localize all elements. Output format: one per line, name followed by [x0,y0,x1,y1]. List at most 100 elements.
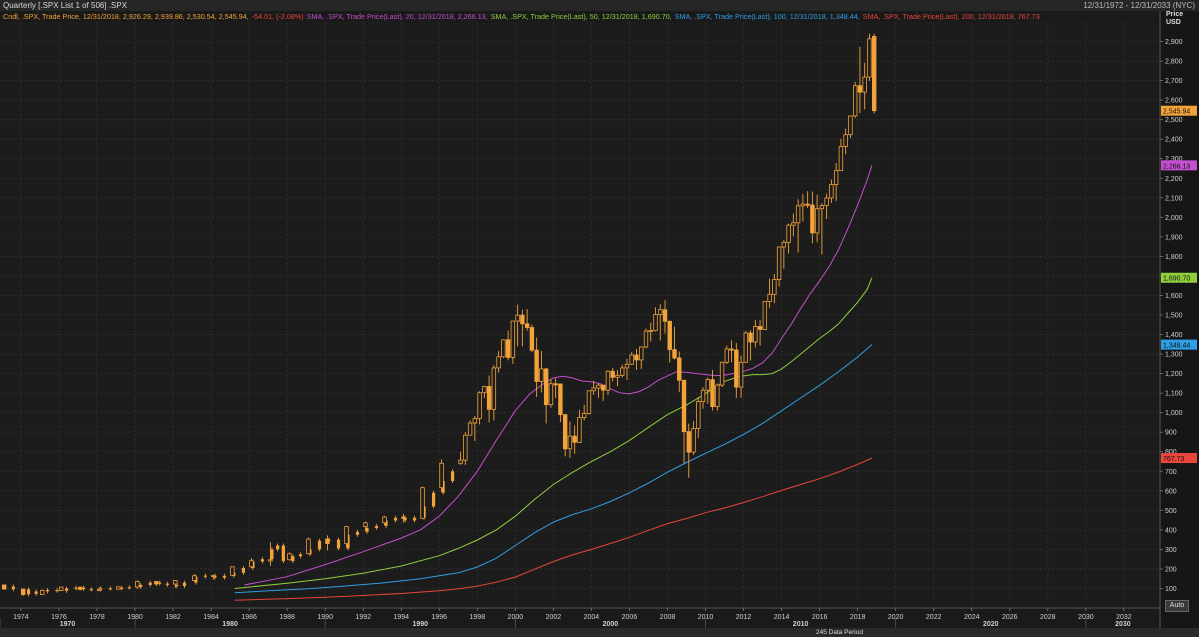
candle-body [491,367,497,410]
price-tag [1161,272,1197,283]
candle-body [127,587,131,589]
candle-body [401,516,406,519]
data-period-label: 245 Data Period [816,629,863,636]
candle-body [524,323,530,328]
x-tick-label: 2032 [1116,614,1132,621]
candle-body [539,368,544,382]
legend-entry: SMA, .SPX, Trade Price(Last), 100, 12/31… [674,12,860,21]
candle-body [795,205,801,224]
candle-body [648,330,653,333]
candle-body [154,581,159,585]
candle-body [260,559,265,562]
candle-body [291,556,295,562]
candle-body [677,357,682,381]
candle-body [738,361,744,388]
candle-body [82,587,86,590]
candle-body [705,379,710,391]
candle-body [420,487,425,519]
y-tick-label: 300 [1165,547,1177,554]
y-tick-label: 2,700 [1165,78,1183,85]
candle-body [268,559,273,562]
candle-body [833,170,839,185]
y-tick-label: 1,000 [1165,410,1183,417]
candle-body [838,146,844,172]
price-tag-label: 1,690.70 [1163,276,1190,283]
candle-body [317,540,322,550]
candle-body [734,349,739,388]
candle-body [824,197,829,207]
candle-body [344,526,349,544]
candle-body [681,379,687,433]
x-tick-label: 1988 [279,614,295,621]
candle-body [729,348,734,351]
candle-body [363,522,368,527]
x-tick-label: 1980 [127,614,143,621]
candle-body [857,85,863,93]
candle-body [558,383,563,416]
sma-line [234,457,873,601]
candle-body [534,349,539,382]
y-tick-label: 1,300 [1165,352,1183,359]
x-tick-label: 1978 [89,614,105,621]
x-tick-label: 2002 [546,614,562,621]
candle-body [848,115,853,136]
sma-line [244,165,873,586]
chart-title: Quarterly [.SPX List 1 of 506] .SPX [3,1,128,10]
candle-body [298,554,303,557]
x-tick-label: 1982 [165,614,181,621]
candle-body [64,588,69,591]
candle-body [97,588,102,591]
x-tick-label: 2024 [964,614,980,621]
legend-entry: SMA, .SPX, Trade Price(Last), 200, 12/31… [862,12,1040,21]
candle-body [553,383,558,386]
y-tick-label: 100 [1165,586,1177,593]
candle-body [719,361,725,386]
candle-body [439,462,444,489]
decade-label: 1980 [222,621,238,628]
candle-body [591,387,596,392]
candle-body [108,588,112,590]
decade-label: 1990 [412,621,428,628]
y-tick-label: 2,100 [1165,195,1183,202]
y-tick-label: 2,300 [1165,156,1183,163]
candle-body [515,314,520,322]
x-tick-label: 2030 [1078,614,1094,621]
candle-body [431,492,436,507]
candle-body [620,367,625,376]
y-tick-label: 2,800 [1165,59,1183,66]
candle-body [658,309,663,315]
candle-body [805,203,810,206]
candle-body [629,354,634,365]
y-tick-label: 1,800 [1165,254,1183,261]
candle-body [772,279,777,295]
x-tick-label: 1996 [431,614,447,621]
candle-body [686,431,691,453]
candle-body [40,590,45,595]
candle-body [203,575,207,577]
y-tick-label: 1,900 [1165,234,1183,241]
candle-body [20,588,26,595]
candle-body [753,326,758,343]
candle-body [222,575,226,578]
auto-scale-button[interactable]: Auto [1165,600,1189,612]
candle-body [748,332,753,343]
price-tag-label: 2,266.13 [1163,163,1190,170]
candle-body [743,332,749,363]
candle-body [639,346,644,361]
candle-body [800,203,806,207]
legend-entry: SMA, .SPX, Trade Price(Last), 50, 12/31/… [490,12,672,21]
candle-body [653,314,658,331]
candle-body [120,587,124,589]
x-tick-label: 1990 [317,614,333,621]
y-tick-label: 800 [1165,449,1177,456]
decade-label: 1970 [60,621,76,628]
candle-body [472,418,478,424]
price-tag-label: 2,545.94 [1163,109,1190,116]
y-tick-label: 2,200 [1165,176,1183,183]
legend-entry: SMA, .SPX, Trade Price(Last), 20, 12/31/… [306,12,488,21]
candle-body [477,392,482,419]
legend: Cndl, .SPX, Trade Price, 12/31/2018, 2,9… [3,12,1043,22]
candle-body [724,348,730,363]
candle-body [852,85,858,117]
